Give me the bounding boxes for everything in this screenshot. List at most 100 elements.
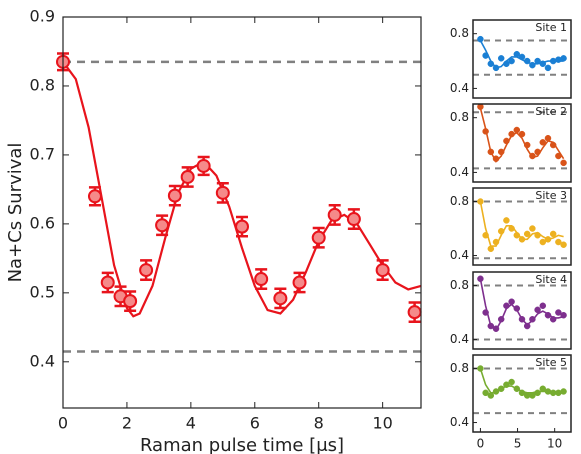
plot-frame [472, 354, 572, 433]
y-tick-label: 0.9 [30, 7, 55, 26]
plot-frame [472, 19, 572, 99]
data-point [492, 155, 500, 162]
data-point [513, 232, 521, 239]
plot-frame [472, 103, 572, 183]
data-point [534, 57, 541, 65]
y-tick-label: 0.8 [450, 194, 469, 208]
data-point [560, 159, 567, 167]
y-axis-label: Na+Cs Survival [5, 143, 26, 283]
x-tick-label: 10 [372, 414, 392, 433]
data-point [544, 236, 552, 243]
data-point [482, 128, 489, 135]
x-tick-label: 6 [250, 414, 260, 433]
y-tick-label: 0.4 [450, 165, 469, 179]
y-tick-label: 0.7 [30, 144, 55, 163]
data-point [492, 325, 500, 332]
data-point [492, 238, 500, 246]
data-point [492, 388, 500, 395]
y-tick-label: 0.4 [450, 248, 469, 262]
data-point [555, 309, 562, 316]
data-point [513, 50, 521, 58]
data-point [497, 227, 505, 235]
panel-title: Site 1 [535, 21, 567, 34]
data-point [523, 322, 531, 330]
data-point [503, 60, 510, 68]
data-point [487, 148, 495, 156]
data-point [508, 225, 515, 232]
panel-title: Site 3 [535, 189, 567, 202]
data-point [492, 64, 500, 72]
y-tick-label: 0.4 [450, 332, 469, 346]
data-point [555, 152, 562, 160]
data-point [123, 294, 138, 309]
panel-title: Site 4 [535, 273, 567, 286]
y-tick-label: 0.8 [450, 26, 469, 40]
data-point [487, 245, 495, 253]
data-point [560, 311, 567, 319]
data-point [560, 388, 567, 395]
fit-curve [479, 368, 564, 394]
data-point [477, 198, 484, 205]
data-point [529, 316, 536, 323]
data-point [87, 189, 102, 204]
data-point [523, 230, 531, 238]
data-point [508, 298, 515, 305]
data-point [375, 263, 390, 278]
data-point [529, 152, 536, 160]
y-tick-label: 0.4 [450, 415, 469, 429]
data-point [539, 302, 547, 310]
panel-title: Site 5 [535, 356, 567, 369]
data-point [273, 291, 288, 306]
x-tick-label: 0 [477, 437, 485, 451]
x-tick-label: 5 [514, 437, 522, 451]
data-point [555, 238, 562, 246]
data-point [503, 381, 510, 388]
data-point [560, 55, 567, 62]
x-tick-label: 8 [314, 414, 324, 433]
data-point [482, 309, 489, 316]
data-point [513, 305, 521, 312]
data-point [508, 130, 515, 138]
data-point [180, 169, 195, 184]
y-tick-label: 0.8 [450, 278, 469, 292]
plot-frame [472, 187, 572, 266]
data-point [346, 212, 361, 227]
data-point [196, 158, 211, 173]
y-tick-label: 0.8 [450, 110, 469, 124]
data-point [487, 322, 495, 330]
data-point [327, 207, 342, 222]
x-tick-label: 10 [547, 437, 562, 451]
data-point [477, 365, 484, 372]
data-point [155, 218, 170, 233]
data-point [477, 35, 484, 43]
y-tick-label: 0.4 [30, 351, 55, 370]
data-point [477, 275, 484, 283]
data-point [539, 385, 547, 393]
data-point [497, 148, 505, 156]
data-point [523, 141, 531, 149]
data-point [534, 389, 541, 397]
y-tick-label: 0.6 [30, 213, 55, 232]
data-point [549, 230, 557, 238]
plot-frame [472, 271, 572, 350]
data-point [544, 311, 552, 319]
data-point [518, 236, 526, 243]
data-point [518, 130, 526, 138]
y-tick-label: 0.8 [30, 75, 55, 94]
panel-title: Site 2 [535, 105, 567, 118]
data-point [508, 57, 515, 65]
data-point [508, 378, 515, 386]
data-point [167, 188, 182, 203]
data-point [100, 275, 115, 290]
data-point [529, 392, 536, 399]
data-point [534, 306, 541, 314]
data-point [482, 52, 489, 59]
data-point [523, 57, 531, 65]
x-axis-label: Raman pulse time [μs] [140, 435, 344, 454]
data-point [518, 316, 526, 323]
x-tick-label: 4 [186, 414, 196, 433]
y-tick-label: 0.5 [30, 282, 55, 301]
data-point [139, 263, 154, 278]
y-tick-label: 0.4 [450, 81, 469, 95]
